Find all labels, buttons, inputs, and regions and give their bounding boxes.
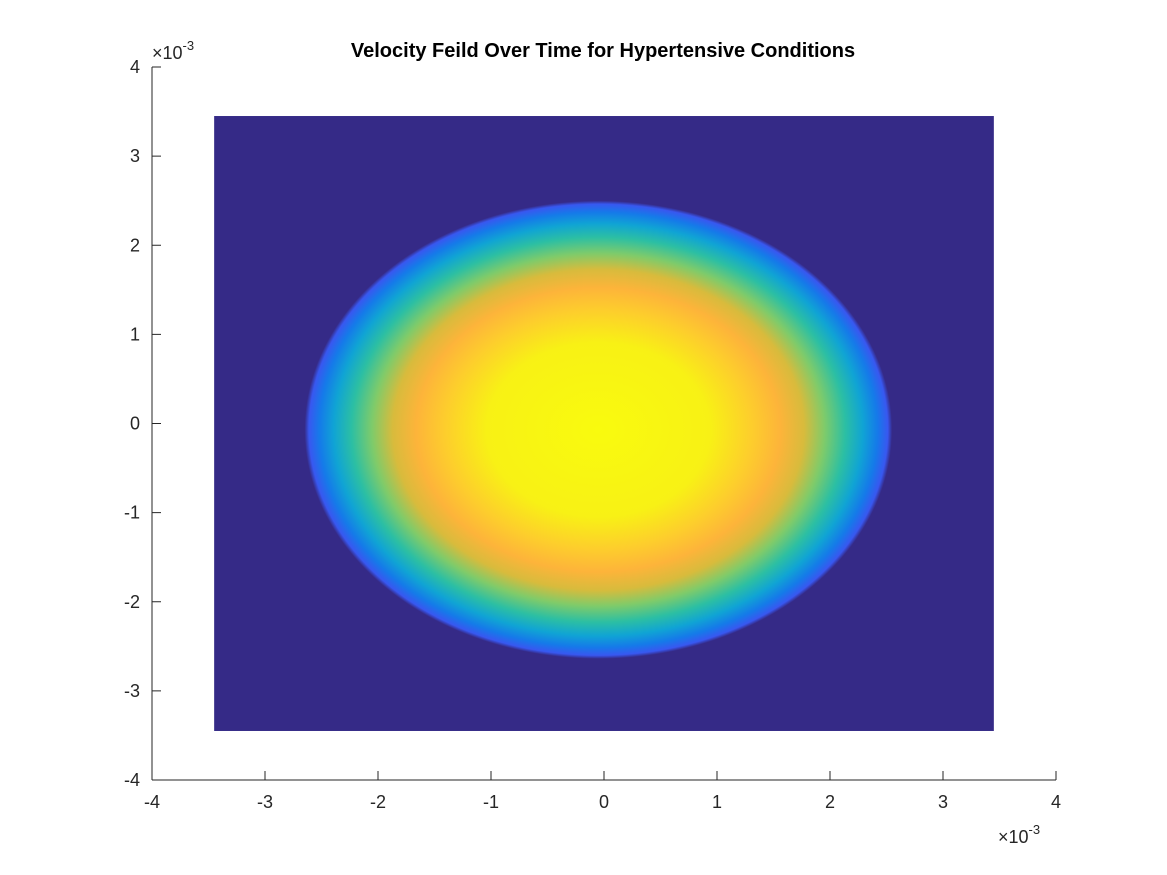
y-tick-label: -4 — [124, 770, 140, 790]
x-tick-label: -3 — [257, 792, 273, 812]
y-tick-label: 2 — [130, 235, 140, 255]
y-tick-label: -1 — [124, 503, 140, 523]
x-tick-label: -4 — [144, 792, 160, 812]
y-tick-label: -2 — [124, 592, 140, 612]
x-tick-label: 3 — [938, 792, 948, 812]
x-tick-label: 0 — [599, 792, 609, 812]
y-tick-label: 0 — [130, 414, 140, 434]
x-tick-label: -1 — [483, 792, 499, 812]
x-tick-label: 2 — [825, 792, 835, 812]
x-tick-label: -2 — [370, 792, 386, 812]
velocity-field — [304, 200, 893, 659]
y-tick-label: 1 — [130, 324, 140, 344]
y-tick-label: -3 — [124, 681, 140, 701]
chart-title: Velocity Feild Over Time for Hypertensiv… — [351, 40, 855, 62]
y-axis-ticks: -4 -3 -2 -1 0 1 2 3 4 — [124, 57, 161, 790]
y-tick-label: 4 — [130, 57, 140, 77]
y-exponent-label: ×10-3 — [152, 38, 194, 63]
x-axis-ticks: -4 -3 -2 -1 0 1 2 3 4 — [144, 771, 1061, 812]
x-exponent-label: ×10-3 — [998, 822, 1040, 847]
y-tick-label: 3 — [130, 146, 140, 166]
x-tick-label: 1 — [712, 792, 722, 812]
x-tick-label: 4 — [1051, 792, 1061, 812]
